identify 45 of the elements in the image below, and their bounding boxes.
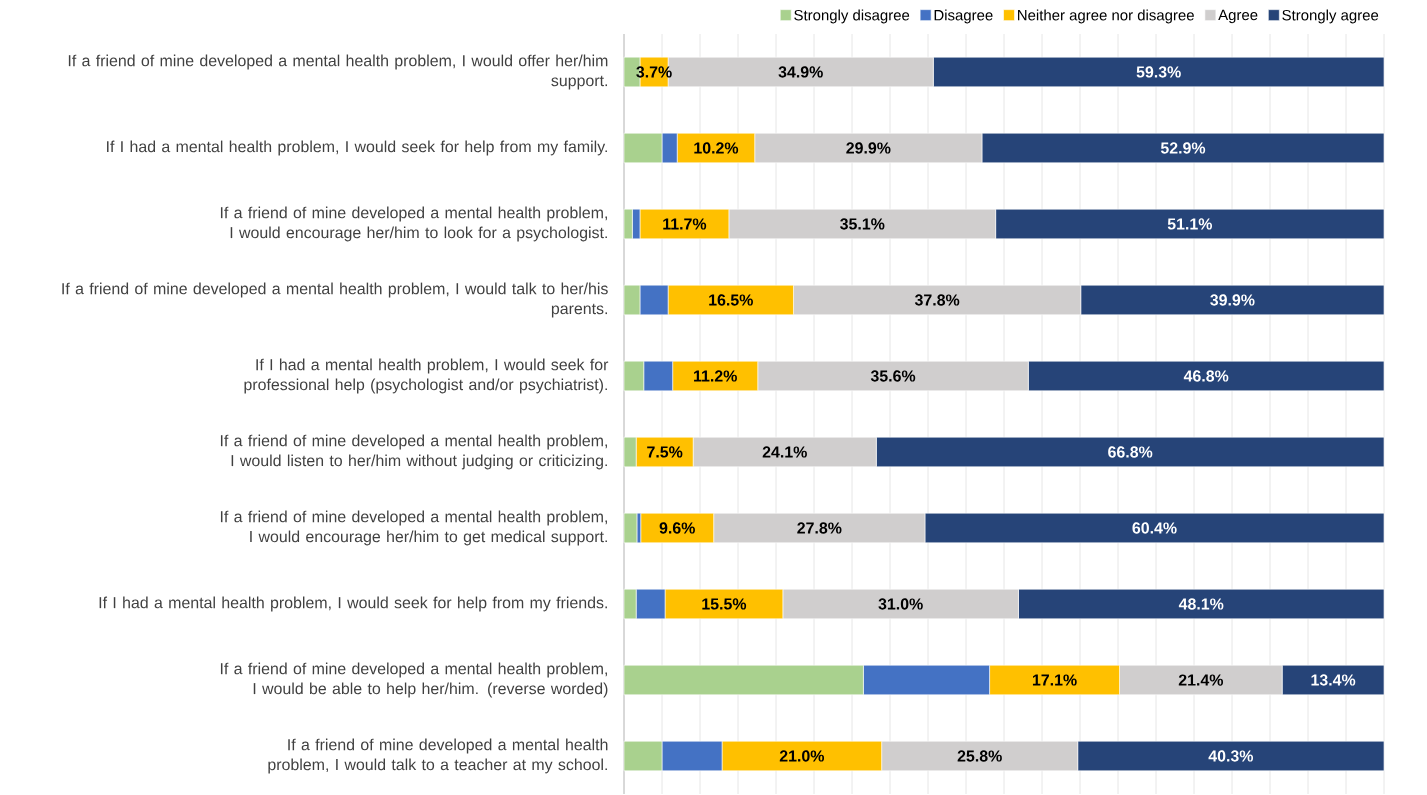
data-label: 11.7% — [663, 218, 707, 230]
data-label: 34.9% — [778, 66, 823, 78]
data-label: 24.1% — [762, 446, 807, 458]
data-label: 16.5% — [709, 294, 753, 306]
data-label: 40.3% — [1208, 750, 1254, 762]
data-label: 48.1% — [1178, 598, 1224, 610]
legend-label: Strongly agree — [1282, 9, 1379, 24]
data-label: 60.4% — [1132, 522, 1177, 534]
data-label: 46.8% — [1183, 370, 1229, 382]
data-label: 17.1% — [1032, 674, 1077, 686]
data-label: 59.3% — [1136, 66, 1181, 78]
data-label: 9.6% — [659, 522, 695, 534]
data-label: 35.6% — [870, 370, 916, 382]
data-label: 37.8% — [914, 294, 960, 306]
y-tick-label: If a friend of mine developed a mental health problem, I would talk to a teacher at my school. — [268, 738, 608, 774]
data-label: 52.9% — [1160, 142, 1206, 154]
data-label: 25.8% — [957, 750, 1002, 762]
y-tick-label: If I had a mental health problem, I would seek for help from my friends. — [99, 596, 607, 612]
data-label: 35.1% — [840, 218, 885, 230]
data-label: 31.0% — [878, 598, 923, 610]
data-label: 10.2% — [694, 142, 739, 154]
data-label: 29.9% — [846, 142, 891, 154]
y-tick-label: If a friend of mine developed a mental health problem, I would talk to her/his parents. — [62, 282, 608, 318]
data-label: 66.8% — [1108, 446, 1153, 458]
legend-label: Strongly disagree — [794, 9, 910, 24]
y-tick-label: If a friend of mine developed a mental health problem, I would be able to help her/him. (reverse worded) — [220, 662, 608, 698]
data-label: 15.5% — [702, 598, 747, 610]
legend-label: Disagree — [934, 9, 993, 24]
data-label: 27.8% — [797, 522, 842, 534]
data-label: 51.1% — [1167, 218, 1213, 230]
y-tick-label: If a friend of mine developed a mental health problem, I would offer her/him support. — [68, 54, 608, 90]
y-tick-label: If a friend of mine developed a mental health problem, I would encourage her/him to get medical support. — [220, 510, 607, 546]
data-label: 39.9% — [1210, 294, 1255, 306]
y-tick-label: If I had a mental health problem, I would seek for help from my family. — [107, 140, 607, 156]
data-label: 7.5% — [647, 446, 683, 458]
data-label: 11.2% — [694, 370, 737, 382]
data-label: 13.4% — [1311, 674, 1356, 686]
y-tick-label: If I had a mental health problem, I would seek for professional help (psychologist and/or psychiatrist). — [244, 358, 609, 394]
bar — [623, 512, 638, 544]
legend-label: Agree — [1218, 9, 1258, 24]
data-label: 21.4% — [1178, 674, 1224, 686]
y-tick-label: If a friend of mine developed a mental health problem, I would listen to her/him without judging or criticizing. — [220, 434, 607, 470]
data-label: 21.0% — [779, 750, 825, 762]
y-tick-label: If a friend of mine developed a mental health problem, I would encourage her/him to look for a psychologist. — [220, 206, 607, 242]
legend-label: Neither agree nor disagree — [1018, 9, 1194, 24]
